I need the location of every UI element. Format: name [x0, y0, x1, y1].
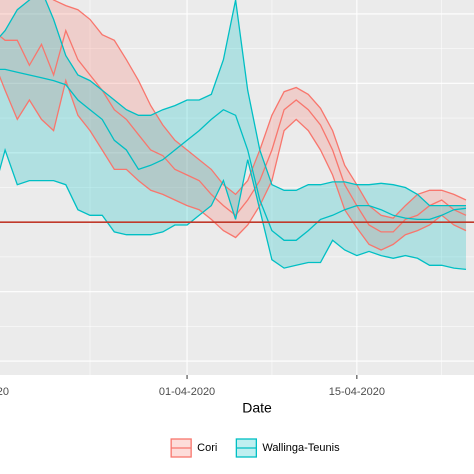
ribbon-edge [52, 0, 467, 219]
plot-area [0, 0, 474, 271]
estimate-line [0, 28, 467, 233]
x-tick-label: 15-03-2020 [0, 386, 9, 398]
ribbon [0, 0, 466, 250]
ribbon-edge [0, 147, 467, 271]
legend: Cori Wallinga-Teunis [170, 438, 340, 458]
x-tick-label: 01-04-2020 [159, 386, 215, 398]
x-tick-label: 15-04-2020 [329, 386, 385, 398]
ribbon-edge [0, 75, 467, 251]
estimate-line [0, 68, 467, 241]
x-axis-title: Date [242, 400, 272, 416]
legend-label: Cori [197, 442, 217, 454]
ribbon-edge [0, 0, 466, 207]
ribbon [0, 0, 466, 270]
legend-label: Wallinga-Teunis [262, 442, 340, 454]
